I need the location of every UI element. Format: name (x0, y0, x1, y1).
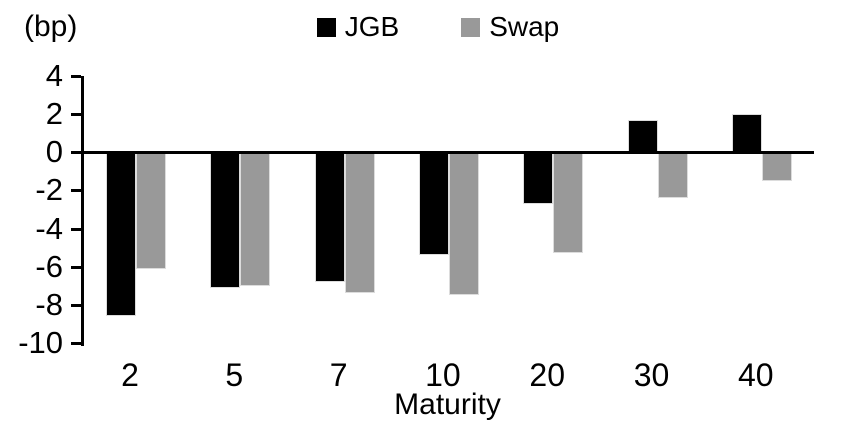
y-tick-0 (71, 151, 81, 155)
y-tick--8 (71, 303, 81, 307)
y-tick-label--10: -10 (18, 325, 63, 360)
legend-label-swap: Swap (489, 11, 560, 42)
y-axis-line (81, 76, 84, 346)
bar-jgb-30 (627, 119, 658, 153)
x-tick-label-20: 20 (529, 357, 565, 393)
legend-item-swap: Swap (461, 13, 559, 41)
y-tick--4 (71, 227, 81, 231)
y-tick--2 (71, 189, 81, 193)
bar-swap-5 (240, 152, 271, 286)
bar-swap-40 (761, 152, 792, 181)
bar-jgb-10 (418, 152, 449, 256)
legend-swatch-swap (461, 17, 481, 37)
bar-jgb-5 (210, 152, 241, 288)
y-tick-label--2: -2 (35, 172, 63, 208)
x-tick-label-30: 30 (633, 357, 670, 393)
x-tick-label-2: 2 (121, 357, 139, 393)
y-tick-label-4: 4 (45, 58, 63, 93)
bar-swap-20 (553, 152, 584, 254)
zero-line (81, 151, 814, 155)
bar-swap-7 (344, 152, 375, 294)
y-tick-label--6: -6 (35, 248, 63, 284)
y-tick--10 (71, 342, 81, 345)
legend-label-jgb: JGB (344, 11, 400, 42)
y-tick-label-2: 2 (45, 96, 63, 132)
bar-swap-30 (657, 152, 688, 199)
y-tick-label--4: -4 (35, 210, 63, 246)
bar-swap-10 (448, 152, 479, 296)
bar-jgb-7 (314, 152, 345, 282)
x-tick-label-40: 40 (738, 357, 774, 393)
bar-swap-2 (136, 152, 166, 269)
y-tick-label-0: 0 (45, 134, 63, 170)
y-tick-2 (71, 113, 81, 117)
x-tick-label-10: 10 (425, 357, 461, 393)
y-tick--6 (71, 265, 81, 269)
x-tick-label-7: 7 (329, 357, 348, 393)
legend-swatch-jgb (316, 17, 336, 37)
y-tick-4 (71, 75, 81, 78)
bar-jgb-2 (106, 152, 136, 317)
y-axis-unit-label: (bp) (24, 10, 78, 43)
x-tick-label-5: 5 (225, 357, 244, 393)
y-tick-label--8: -8 (35, 286, 63, 322)
bar-jgb-40 (731, 114, 762, 153)
bar-jgb-20 (523, 152, 554, 204)
legend: JGB Swap (0, 13, 852, 41)
x-axis-title: Maturity (394, 388, 501, 421)
legend-item-jgb: JGB (316, 11, 400, 42)
